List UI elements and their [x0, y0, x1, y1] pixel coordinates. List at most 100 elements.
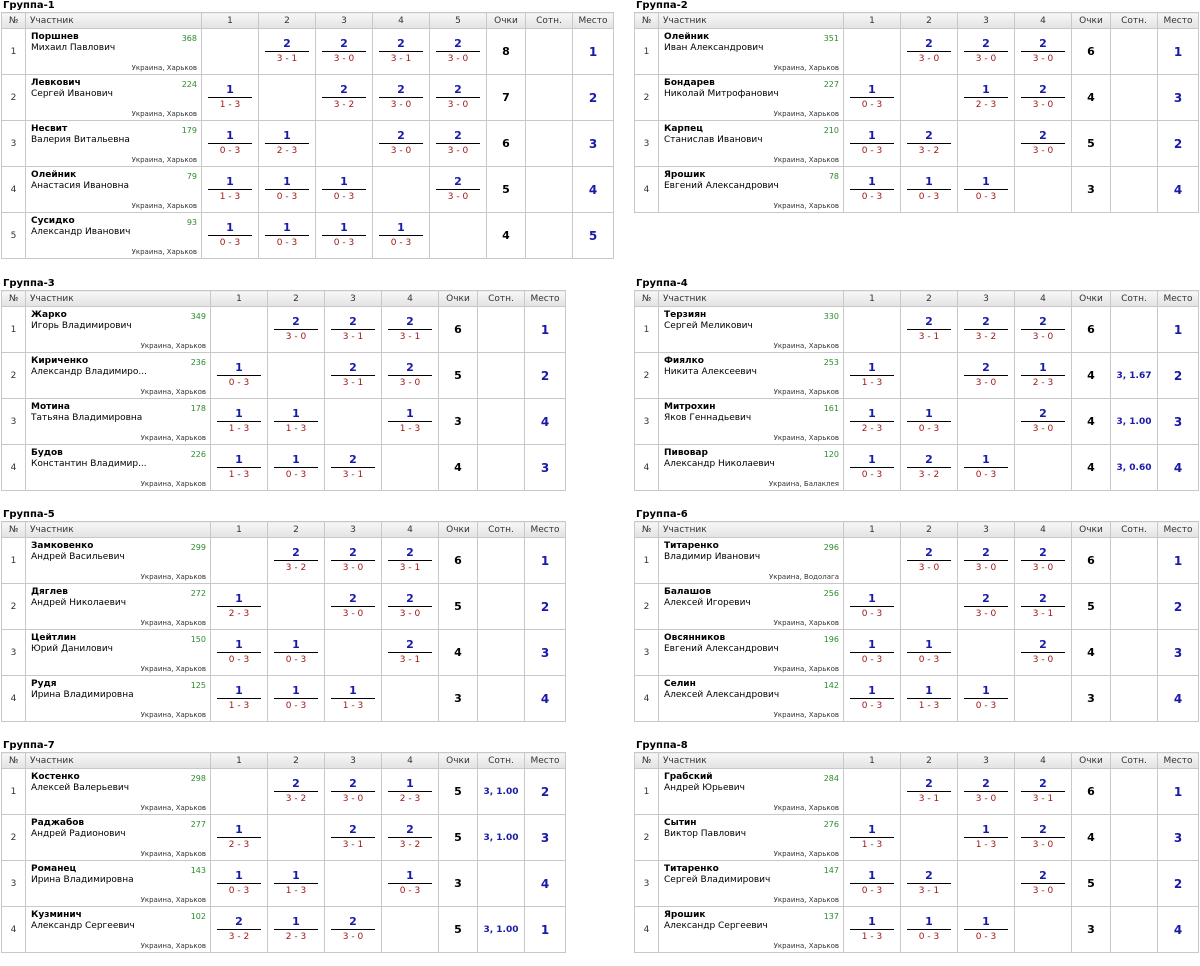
- match-result-cell[interactable]: 1 2 - 3: [957, 74, 1015, 121]
- match-result-cell[interactable]: 1 1 - 3: [201, 74, 259, 121]
- participant-cell[interactable]: Романец Ирина Владимировна 143 Украина, Хар…: [25, 860, 211, 907]
- match-result-cell[interactable]: 2 3 - 0: [372, 74, 430, 121]
- participant-cell[interactable]: Цейтлин Юрий Данилович 150 Украина, Харьков: [25, 629, 211, 676]
- match-result-cell[interactable]: 1 1 - 3: [843, 814, 901, 861]
- match-result-cell[interactable]: 2 3 - 0: [429, 166, 487, 213]
- match-result-cell[interactable]: 2 3 - 0: [429, 120, 487, 167]
- match-result-cell[interactable]: 1 0 - 3: [900, 906, 958, 953]
- match-result-cell[interactable]: 2 3 - 0: [900, 537, 958, 584]
- match-result-cell[interactable]: 2 3 - 0: [372, 120, 430, 167]
- participant-cell[interactable]: Бондарев Николай Митрофанович 227 Украина, …: [658, 74, 844, 121]
- participant-cell[interactable]: Костенко Алексей Валерьевич 298 Украина, Ха…: [25, 768, 211, 815]
- match-result-cell[interactable]: 2 3 - 0: [429, 28, 487, 75]
- participant-cell[interactable]: Сусидко Александр Иванович 93 Украина, Харь…: [25, 212, 202, 259]
- match-result-cell[interactable]: 2 3 - 2: [315, 74, 373, 121]
- match-result-cell[interactable]: 2 3 - 0: [1014, 398, 1072, 445]
- match-result-cell[interactable]: 2 3 - 0: [324, 537, 382, 584]
- match-result-cell[interactable]: 2 3 - 1: [324, 444, 382, 491]
- match-result-cell[interactable]: 2 3 - 2: [900, 120, 958, 167]
- match-result-cell[interactable]: 1 0 - 3: [267, 629, 325, 676]
- match-result-cell[interactable]: 1 1 - 3: [381, 398, 439, 445]
- participant-cell[interactable]: Терзиян Сергей Меликович 330 Украина, Харьк…: [658, 306, 844, 353]
- match-result-cell[interactable]: 2 3 - 0: [1014, 629, 1072, 676]
- match-result-cell[interactable]: 2 3 - 1: [1014, 583, 1072, 630]
- participant-cell[interactable]: Жарко Игорь Владимирович 349 Украина, Харьк…: [25, 306, 211, 353]
- match-result-cell[interactable]: 1 0 - 3: [210, 629, 268, 676]
- match-result-cell[interactable]: 1 1 - 3: [957, 814, 1015, 861]
- match-result-cell[interactable]: 1 0 - 3: [267, 675, 325, 722]
- participant-cell[interactable]: Карпец Станислав Иванович 210 Украина, Харь…: [658, 120, 844, 167]
- match-result-cell[interactable]: 1 1 - 3: [843, 352, 901, 399]
- participant-cell[interactable]: Раджабов Андрей Радионович 277 Украина, Хар…: [25, 814, 211, 861]
- match-result-cell[interactable]: 1 0 - 3: [900, 629, 958, 676]
- match-result-cell[interactable]: 2 3 - 0: [429, 74, 487, 121]
- match-result-cell[interactable]: 1 0 - 3: [957, 444, 1015, 491]
- match-result-cell[interactable]: 1 2 - 3: [210, 814, 268, 861]
- match-result-cell[interactable]: 2 3 - 1: [900, 768, 958, 815]
- match-result-cell[interactable]: 1 1 - 3: [201, 166, 259, 213]
- match-result-cell[interactable]: 1 0 - 3: [843, 629, 901, 676]
- match-result-cell[interactable]: 1 1 - 3: [210, 444, 268, 491]
- match-result-cell[interactable]: 1 0 - 3: [267, 444, 325, 491]
- participant-cell[interactable]: Сытин Виктор Павлович 276 Украина, Харьков: [658, 814, 844, 861]
- match-result-cell[interactable]: 2 3 - 2: [267, 537, 325, 584]
- participant-cell[interactable]: Поршнев Михаил Павлович 368 Украина, Харько…: [25, 28, 202, 75]
- participant-cell[interactable]: Пивовар Александр Николаевич 120 Украина, Б…: [658, 444, 844, 491]
- match-result-cell[interactable]: 1 0 - 3: [210, 352, 268, 399]
- participant-cell[interactable]: Митрохин Яков Геннадьевич 161 Украина, Харь…: [658, 398, 844, 445]
- match-result-cell[interactable]: 2 3 - 1: [900, 860, 958, 907]
- match-result-cell[interactable]: 1 0 - 3: [843, 166, 901, 213]
- match-result-cell[interactable]: 2 3 - 1: [1014, 768, 1072, 815]
- match-result-cell[interactable]: 2 3 - 0: [315, 28, 373, 75]
- match-result-cell[interactable]: 1 2 - 3: [381, 768, 439, 815]
- match-result-cell[interactable]: 2 3 - 1: [381, 537, 439, 584]
- match-result-cell[interactable]: 1 1 - 3: [210, 398, 268, 445]
- participant-cell[interactable]: Рудя Ирина Владимировна 125 Украина, Харько…: [25, 675, 211, 722]
- match-result-cell[interactable]: 1 0 - 3: [957, 166, 1015, 213]
- match-result-cell[interactable]: 2 3 - 0: [957, 768, 1015, 815]
- participant-cell[interactable]: Дяглев Андрей Николаевич 272 Украина, Харьк…: [25, 583, 211, 630]
- participant-cell[interactable]: Мотина Татьяна Владимировна 178 Украина, Ха…: [25, 398, 211, 445]
- participant-cell[interactable]: Ярошик Евгений Александрович 78 Украина, Ха…: [658, 166, 844, 213]
- match-result-cell[interactable]: 2 3 - 0: [1014, 814, 1072, 861]
- match-result-cell[interactable]: 1 0 - 3: [201, 120, 259, 167]
- participant-cell[interactable]: Овсянников Евгений Александрович 196 Украин…: [658, 629, 844, 676]
- match-result-cell[interactable]: 2 3 - 0: [900, 28, 958, 75]
- match-result-cell[interactable]: 1 0 - 3: [210, 860, 268, 907]
- match-result-cell[interactable]: 2 3 - 0: [1014, 28, 1072, 75]
- match-result-cell[interactable]: 2 3 - 0: [957, 537, 1015, 584]
- match-result-cell[interactable]: 2 3 - 0: [381, 352, 439, 399]
- participant-cell[interactable]: Олейник Анастасия Ивановна 79 Украина, Харь…: [25, 166, 202, 213]
- participant-cell[interactable]: Титаренко Сергей Владимирович 147 Украина, …: [658, 860, 844, 907]
- match-result-cell[interactable]: 1 2 - 3: [843, 398, 901, 445]
- match-result-cell[interactable]: 1 0 - 3: [957, 675, 1015, 722]
- match-result-cell[interactable]: 1 0 - 3: [843, 444, 901, 491]
- participant-cell[interactable]: Замковенко Андрей Васильевич 299 Украина, Х…: [25, 537, 211, 584]
- participant-cell[interactable]: Фиялко Никита Алексеевич 253 Украина, Харьк…: [658, 352, 844, 399]
- match-result-cell[interactable]: 2 3 - 0: [324, 768, 382, 815]
- match-result-cell[interactable]: 2 3 - 0: [324, 906, 382, 953]
- match-result-cell[interactable]: 2 3 - 1: [324, 814, 382, 861]
- match-result-cell[interactable]: 1 0 - 3: [258, 212, 316, 259]
- match-result-cell[interactable]: 2 3 - 0: [1014, 537, 1072, 584]
- match-result-cell[interactable]: 1 0 - 3: [900, 166, 958, 213]
- match-result-cell[interactable]: 1 1 - 3: [267, 398, 325, 445]
- match-result-cell[interactable]: 1 1 - 3: [324, 675, 382, 722]
- match-result-cell[interactable]: 1 1 - 3: [210, 675, 268, 722]
- match-result-cell[interactable]: 2 3 - 0: [324, 583, 382, 630]
- match-result-cell[interactable]: 1 0 - 3: [957, 906, 1015, 953]
- participant-cell[interactable]: Титаренко Владимир Иванович 296 Украина, Во…: [658, 537, 844, 584]
- match-result-cell[interactable]: 1 0 - 3: [843, 583, 901, 630]
- match-result-cell[interactable]: 2 3 - 1: [372, 28, 430, 75]
- match-result-cell[interactable]: 1 1 - 3: [900, 675, 958, 722]
- match-result-cell[interactable]: 2 3 - 0: [1014, 74, 1072, 121]
- match-result-cell[interactable]: 2 3 - 2: [381, 814, 439, 861]
- match-result-cell[interactable]: 2 3 - 1: [381, 306, 439, 353]
- match-result-cell[interactable]: 1 0 - 3: [843, 860, 901, 907]
- match-result-cell[interactable]: 1 2 - 3: [210, 583, 268, 630]
- participant-cell[interactable]: Балашов Алексей Игоревич 256 Украина, Харьк…: [658, 583, 844, 630]
- match-result-cell[interactable]: 1 0 - 3: [372, 212, 430, 259]
- match-result-cell[interactable]: 1 0 - 3: [381, 860, 439, 907]
- participant-cell[interactable]: Кузминич Александр Сергеевич 102 Украина, Х…: [25, 906, 211, 953]
- match-result-cell[interactable]: 1 0 - 3: [900, 398, 958, 445]
